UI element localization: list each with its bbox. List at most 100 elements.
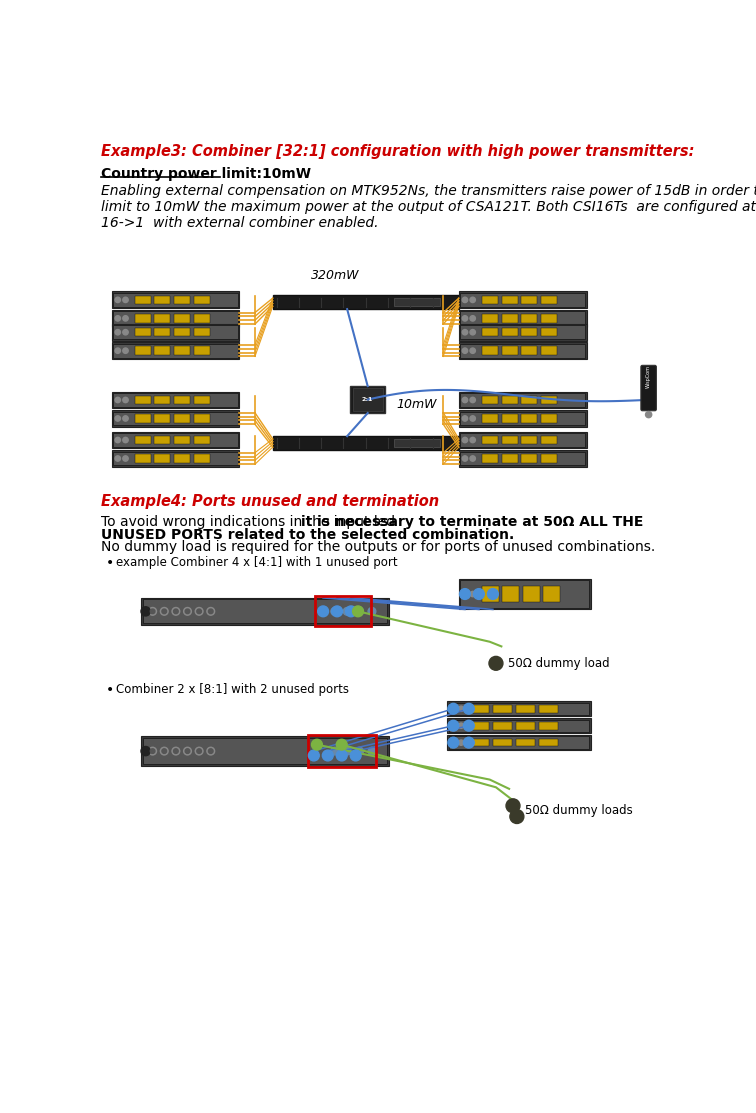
FancyBboxPatch shape [143,600,387,623]
FancyBboxPatch shape [154,454,170,463]
FancyBboxPatch shape [541,296,557,304]
FancyBboxPatch shape [541,454,557,463]
FancyBboxPatch shape [460,293,585,307]
FancyBboxPatch shape [460,344,585,357]
Circle shape [470,329,476,335]
Circle shape [462,591,468,597]
FancyBboxPatch shape [113,293,238,307]
FancyBboxPatch shape [394,439,440,447]
FancyBboxPatch shape [174,314,190,323]
Circle shape [462,329,468,335]
FancyBboxPatch shape [113,312,238,325]
Text: •: • [106,682,114,697]
Text: No dummy load is required for the outputs or for ports of unused combinations.: No dummy load is required for the output… [101,540,655,554]
FancyBboxPatch shape [113,433,238,447]
FancyBboxPatch shape [516,705,535,712]
FancyBboxPatch shape [154,396,170,404]
Text: Example4: Ports unused and termination: Example4: Ports unused and termination [101,494,438,509]
Circle shape [355,747,364,755]
FancyBboxPatch shape [112,432,240,449]
Circle shape [448,703,459,715]
Circle shape [149,747,156,755]
FancyBboxPatch shape [394,298,440,306]
Circle shape [122,456,129,461]
FancyBboxPatch shape [113,412,238,425]
Circle shape [150,609,155,613]
FancyBboxPatch shape [460,412,585,425]
FancyBboxPatch shape [470,722,489,729]
FancyBboxPatch shape [112,410,240,427]
FancyBboxPatch shape [459,410,587,427]
Text: 50Ω dummy loads: 50Ω dummy loads [525,804,632,817]
FancyBboxPatch shape [135,328,151,336]
Circle shape [470,416,476,421]
FancyBboxPatch shape [154,346,170,355]
FancyBboxPatch shape [521,314,538,323]
Text: 320mW: 320mW [311,269,359,283]
Circle shape [141,747,150,756]
FancyBboxPatch shape [482,346,498,355]
Circle shape [368,747,376,755]
FancyBboxPatch shape [350,386,385,413]
Circle shape [352,605,364,617]
FancyBboxPatch shape [460,325,585,339]
Circle shape [462,316,468,321]
FancyBboxPatch shape [459,342,587,359]
FancyBboxPatch shape [460,433,585,447]
Circle shape [332,605,342,617]
Circle shape [150,749,155,754]
FancyBboxPatch shape [447,735,590,750]
Circle shape [174,749,178,754]
FancyBboxPatch shape [540,722,558,729]
Circle shape [458,723,463,728]
Circle shape [336,739,347,750]
Circle shape [458,706,463,711]
Circle shape [451,723,456,728]
Circle shape [331,608,339,615]
Circle shape [172,747,180,755]
FancyBboxPatch shape [544,587,560,602]
Circle shape [470,591,476,597]
FancyBboxPatch shape [494,705,513,712]
Circle shape [510,809,524,824]
FancyBboxPatch shape [521,328,538,336]
Circle shape [207,747,215,755]
FancyBboxPatch shape [482,328,498,336]
Circle shape [470,316,476,321]
Circle shape [451,740,456,746]
FancyBboxPatch shape [174,436,190,444]
FancyBboxPatch shape [460,393,585,407]
Text: WispCom: WispCom [646,365,651,387]
FancyBboxPatch shape [482,296,498,304]
Circle shape [343,747,351,755]
FancyBboxPatch shape [502,396,518,404]
Circle shape [115,456,120,461]
FancyBboxPatch shape [135,346,151,355]
FancyBboxPatch shape [135,396,151,404]
FancyBboxPatch shape [135,414,151,423]
Text: 50Ω dummy load: 50Ω dummy load [507,657,609,670]
FancyBboxPatch shape [113,325,238,339]
Circle shape [463,703,474,715]
Circle shape [458,740,463,746]
Circle shape [343,608,351,615]
Circle shape [470,397,476,403]
Text: Country power limit:10mW: Country power limit:10mW [101,167,311,180]
Circle shape [195,608,203,615]
Circle shape [149,608,156,615]
Circle shape [174,609,178,613]
Circle shape [448,720,459,731]
FancyBboxPatch shape [112,342,240,359]
FancyBboxPatch shape [502,414,518,423]
Circle shape [368,608,376,615]
Circle shape [462,397,468,403]
Circle shape [185,749,190,754]
Circle shape [122,348,129,354]
Circle shape [207,608,215,615]
FancyBboxPatch shape [641,365,656,411]
FancyBboxPatch shape [112,309,240,327]
FancyBboxPatch shape [494,739,513,747]
FancyBboxPatch shape [154,414,170,423]
FancyBboxPatch shape [459,579,590,610]
Circle shape [488,589,498,600]
